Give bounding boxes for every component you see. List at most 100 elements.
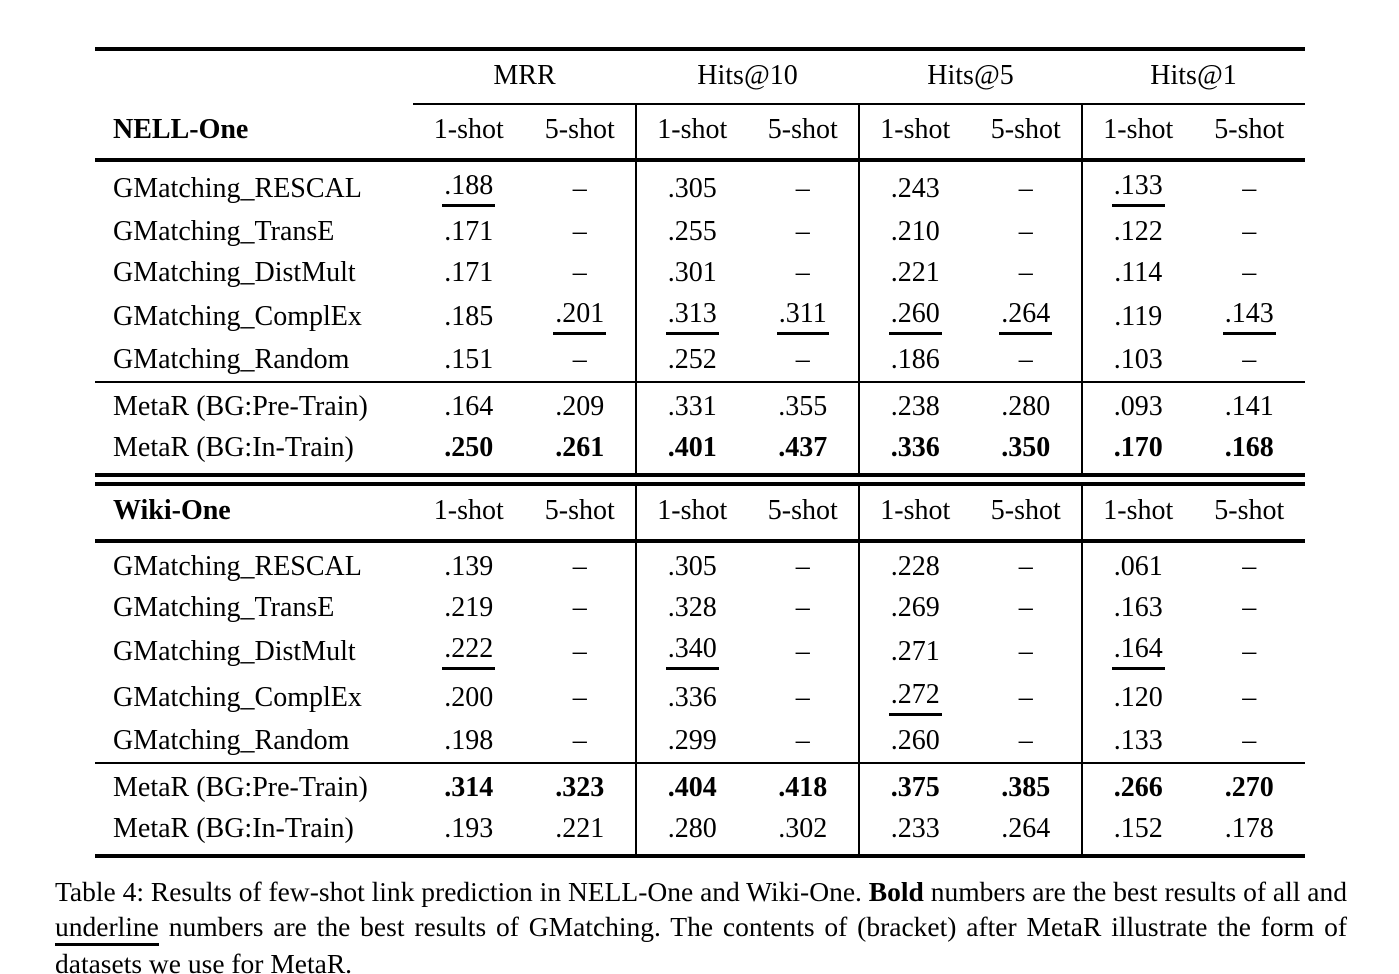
table-row: MetaR (BG:Pre-Train) .164 .209 .331 .355 .238… [95, 381, 1305, 428]
value-cell: .178 [1194, 809, 1306, 856]
value-cell: .404 [635, 762, 748, 809]
value-text: – [795, 216, 810, 247]
table-body: MRR Hits@10 Hits@5 Hits@1 NELL-One 1-shot 5-sh… [95, 49, 1305, 856]
value-cell: – [748, 340, 860, 382]
row-label: GMatching_Random [113, 344, 350, 375]
row-label: GMatching_RESCAL [113, 172, 362, 204]
shot-header: 5-shot [1193, 484, 1305, 543]
value-cell: – [971, 541, 1083, 588]
value-cell: .198 [413, 721, 525, 763]
value-cell: .375 [858, 762, 971, 809]
table-row: MetaR (BG:In-Train) .250 .261 .401 .437 .336.… [95, 428, 1305, 475]
row-label: GMatching_TransE [113, 592, 335, 623]
row-label: GMatching_ComplEx [113, 681, 362, 713]
value-text: .164 [444, 391, 494, 422]
value-text: .201 [553, 298, 607, 335]
value-cell: .261 [525, 428, 637, 475]
table-caption: Table 4: Results of few-shot link predic… [55, 874, 1347, 974]
corner-cell [95, 49, 413, 104]
value-text: – [572, 344, 587, 375]
value-text: .200 [444, 681, 494, 713]
section-header-row: NELL-One 1-shot 5-shot 1-shot 5-shot 1-shot 5-… [95, 104, 1305, 162]
shot-header: 5-shot [970, 104, 1082, 162]
value-text: .264 [999, 298, 1053, 335]
value-text: .418 [778, 772, 828, 803]
value-cell: .260 [858, 721, 971, 763]
value-text: .350 [1001, 432, 1051, 463]
value-cell: – [525, 160, 637, 212]
value-cell: .331 [635, 381, 748, 428]
value-cell: .299 [635, 721, 748, 763]
value-cell: – [971, 212, 1083, 253]
value-cell: – [1194, 541, 1306, 588]
value-text: .250 [444, 432, 494, 463]
value-cell: .243 [858, 160, 971, 212]
value-text: .385 [1001, 772, 1051, 803]
row-label: GMatching_DistMult [113, 257, 356, 288]
value-text: .331 [667, 391, 717, 422]
value-text: – [795, 635, 810, 667]
section-name: NELL-One [95, 104, 413, 162]
value-cell: .305 [635, 160, 748, 212]
value-text: .328 [667, 592, 717, 623]
value-text: .238 [890, 391, 940, 422]
value-cell: – [1194, 340, 1306, 382]
value-text: .198 [444, 725, 494, 756]
value-text: – [572, 635, 587, 667]
value-text: – [1018, 681, 1033, 713]
value-text: – [1018, 257, 1033, 288]
value-text: .270 [1224, 772, 1274, 803]
value-text: – [1018, 344, 1033, 375]
value-cell: – [748, 253, 860, 294]
value-cell: .305 [635, 541, 748, 588]
caption-text: underline [55, 912, 159, 947]
value-cell: .260 [858, 294, 971, 340]
value-cell: .280 [635, 809, 748, 856]
value-text: .178 [1224, 813, 1274, 844]
value-cell: .270 [1193, 762, 1305, 809]
value-text: .151 [444, 344, 494, 375]
metric-header: Hits@10 [636, 49, 859, 105]
shot-header: 5-shot [747, 104, 859, 162]
value-text: .401 [667, 432, 717, 463]
table-row: GMatching_DistMult .222 – .340 – .271 – .164 – [95, 629, 1305, 675]
value-cell: .171 [413, 212, 525, 253]
value-text: .168 [1224, 432, 1274, 463]
value-cell: .418 [747, 762, 859, 809]
value-text: .280 [1001, 391, 1051, 422]
value-cell: .228 [858, 541, 971, 588]
value-cell: .302 [748, 809, 860, 856]
value-cell: .280 [970, 381, 1082, 428]
shot-header: 1-shot [413, 484, 525, 543]
value-cell: .350 [971, 428, 1083, 475]
value-text: – [1242, 551, 1257, 582]
value-cell: .133 [1081, 721, 1194, 763]
value-text: – [1242, 344, 1257, 375]
value-text: .228 [890, 551, 940, 582]
value-text: – [1242, 725, 1257, 756]
value-text: .302 [778, 813, 828, 844]
value-cell: – [525, 721, 637, 763]
value-text: .336 [890, 432, 940, 463]
value-text: .299 [667, 725, 717, 756]
value-cell: .221 [525, 809, 637, 856]
value-cell: .269 [858, 588, 971, 629]
value-text: .311 [776, 298, 829, 335]
value-cell: .221 [858, 253, 971, 294]
value-text: .152 [1113, 813, 1163, 844]
row-label: MetaR (BG:Pre-Train) [95, 381, 413, 428]
table-row: MetaR (BG:In-Train) .193 .221 .280 .302 .233.… [95, 809, 1305, 856]
table-row: GMatching_ComplEx .200 – .336 – .272 – .120 – [95, 675, 1305, 721]
value-text: – [795, 725, 810, 756]
shot-header: 5-shot [1193, 104, 1305, 162]
value-cell: – [748, 541, 860, 588]
value-cell: .340 [635, 629, 748, 675]
value-text: – [795, 592, 810, 623]
value-cell: – [525, 541, 637, 588]
results-table: MRR Hits@10 Hits@5 Hits@1 NELL-One 1-shot 5-sh… [95, 47, 1305, 858]
value-text: .252 [667, 344, 717, 375]
value-cell: .120 [1081, 675, 1194, 721]
value-text: .233 [890, 813, 940, 844]
value-text: – [572, 172, 587, 204]
value-text: – [795, 172, 810, 204]
